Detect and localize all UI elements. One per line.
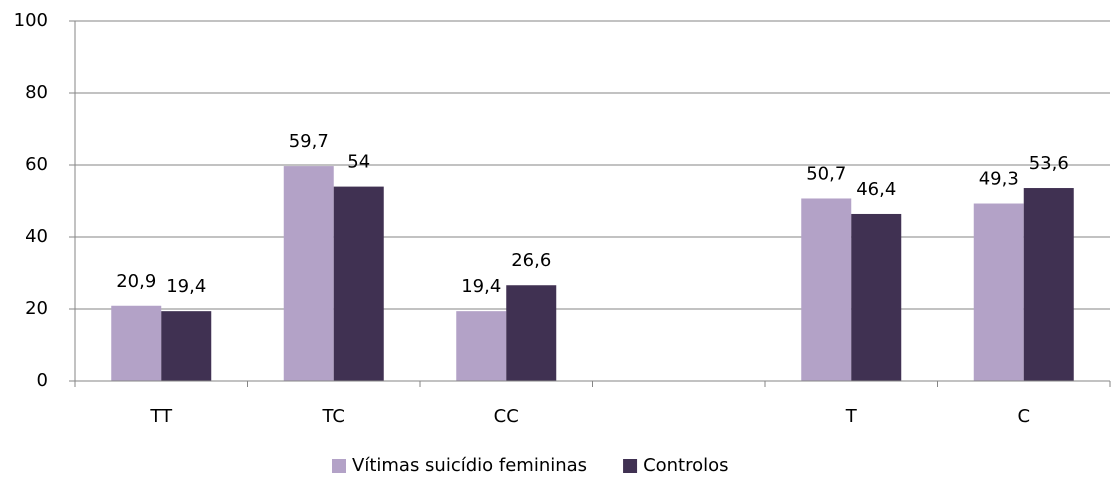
y-tick-label: 0 <box>37 370 48 391</box>
x-tick-label: TC <box>321 406 345 427</box>
data-label: 49,3 <box>979 169 1019 190</box>
data-label: 19,4 <box>461 276 501 297</box>
bar <box>1023 188 1074 381</box>
bar <box>111 305 162 381</box>
data-label: 20,9 <box>116 271 156 292</box>
data-label: 19,4 <box>166 276 206 297</box>
y-tick-label: 80 <box>25 82 48 103</box>
bar <box>851 213 902 381</box>
data-label: 26,6 <box>511 250 551 271</box>
y-tick-label: 100 <box>14 10 48 31</box>
bar <box>801 198 852 381</box>
x-tick-label: T <box>845 406 858 427</box>
bar <box>283 166 334 381</box>
legend-label: Vítimas suicídio femininas <box>352 455 587 476</box>
y-tick-label: 20 <box>25 298 48 319</box>
legend-label: Controlos <box>643 455 728 476</box>
legend-swatch <box>623 459 638 473</box>
bar <box>333 186 384 381</box>
legend-swatch <box>332 459 346 473</box>
bar <box>161 311 212 381</box>
data-label: 46,4 <box>856 179 896 200</box>
bar <box>456 311 507 381</box>
x-tick-label: C <box>1017 406 1030 427</box>
data-label: 50,7 <box>806 163 846 184</box>
y-tick-label: 60 <box>25 154 48 175</box>
bar <box>506 285 557 381</box>
data-label: 54 <box>347 152 370 173</box>
bar <box>973 203 1024 381</box>
x-tick-label: CC <box>494 406 519 427</box>
data-label: 53,6 <box>1029 153 1069 174</box>
y-tick-label: 40 <box>25 226 48 247</box>
x-tick-label: TT <box>149 406 173 427</box>
data-label: 59,7 <box>289 131 329 152</box>
